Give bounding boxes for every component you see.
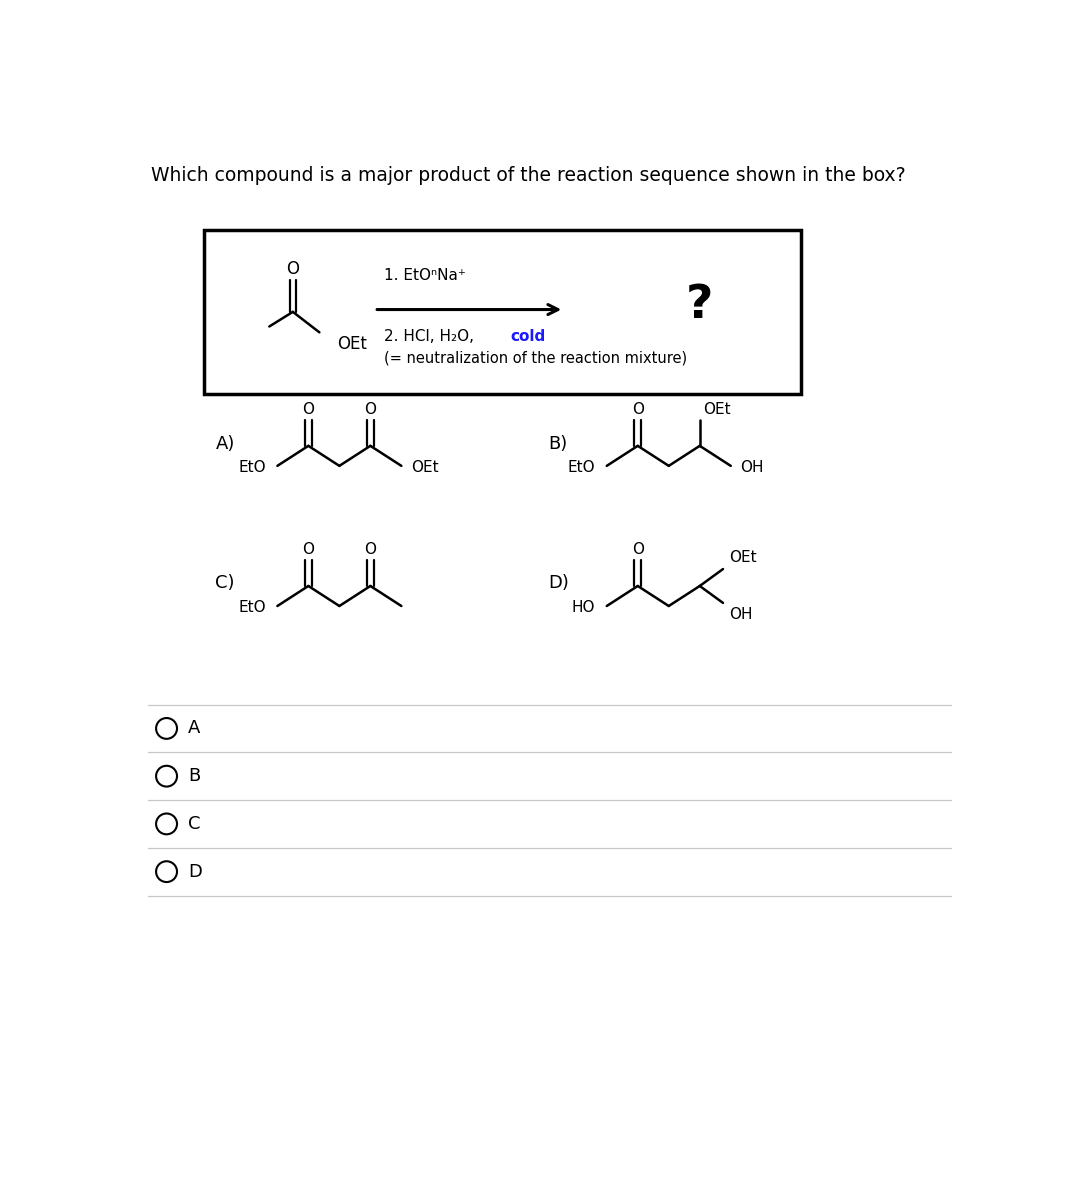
Text: cold: cold: [510, 329, 546, 343]
Text: OEt: OEt: [338, 335, 367, 353]
Text: O: O: [631, 402, 644, 418]
Text: EtO: EtO: [238, 600, 266, 616]
Text: A: A: [189, 720, 200, 738]
Bar: [204, 230, 801, 395]
Text: 1. EtOⁿNa⁺: 1. EtOⁿNa⁺: [384, 268, 465, 282]
Text: EtO: EtO: [567, 460, 595, 475]
Text: HO: HO: [571, 600, 595, 616]
Text: OEt: OEt: [729, 550, 757, 565]
Text: OH: OH: [740, 460, 763, 475]
Text: D: D: [189, 863, 203, 881]
Text: Which compound is a major product of the reaction sequence shown in the box?: Which compound is a major product of the…: [151, 166, 906, 185]
Text: (= neutralization of the reaction mixture): (= neutralization of the reaction mixtur…: [384, 350, 687, 365]
Text: O: O: [631, 542, 644, 557]
Text: B): B): [549, 436, 568, 454]
Text: C: C: [189, 815, 200, 833]
Text: 2. HCl, H₂O,: 2. HCl, H₂O,: [384, 329, 478, 343]
Text: EtO: EtO: [238, 460, 266, 475]
Text: B: B: [189, 767, 200, 785]
Text: OEt: OEt: [411, 460, 438, 475]
Text: O: O: [286, 260, 299, 278]
Text: O: O: [364, 402, 376, 418]
Text: ?: ?: [686, 283, 714, 328]
Text: A): A): [215, 436, 235, 454]
Text: OH: OH: [729, 607, 753, 622]
Text: O: O: [364, 542, 376, 557]
Text: OEt: OEt: [703, 402, 731, 418]
Text: O: O: [302, 542, 314, 557]
Text: C): C): [215, 574, 235, 592]
Text: D): D): [549, 574, 569, 592]
Text: O: O: [302, 402, 314, 418]
